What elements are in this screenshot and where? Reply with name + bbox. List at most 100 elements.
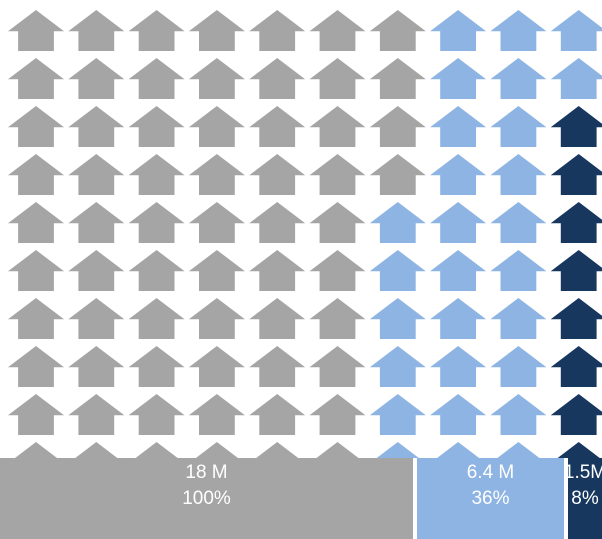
segment-all: 18 M 100% bbox=[0, 458, 413, 539]
house-icon-all bbox=[309, 106, 366, 147]
house-icon-mid bbox=[430, 58, 487, 99]
house-icon-all bbox=[188, 106, 245, 147]
house-icon-mid bbox=[369, 298, 426, 339]
house-icon-all bbox=[249, 202, 306, 243]
house-icon-mid bbox=[437, 442, 480, 458]
house-icon-all bbox=[8, 394, 64, 435]
house-icon-mid bbox=[490, 10, 547, 51]
house-icon-mid bbox=[430, 346, 487, 387]
house-icon-all bbox=[128, 154, 185, 195]
house-icon-all bbox=[8, 106, 64, 147]
house-icon-mid bbox=[490, 154, 547, 195]
house-icon-all bbox=[309, 298, 366, 339]
house-icon-all bbox=[188, 298, 245, 339]
house-icon-all bbox=[8, 154, 64, 195]
house-icon-all bbox=[249, 58, 306, 99]
house-icon-all bbox=[8, 10, 64, 51]
house-icon-mid bbox=[376, 442, 419, 458]
house-icon-small bbox=[550, 202, 602, 243]
summary-bar: 18 M 100% 6.4 M 36% 1.5M 8% bbox=[0, 458, 602, 539]
house-icon-all bbox=[309, 346, 366, 387]
house-icon-all bbox=[309, 202, 366, 243]
house-icon-mid bbox=[490, 298, 547, 339]
house-icon-all bbox=[68, 10, 125, 51]
house-icon-all bbox=[249, 346, 306, 387]
house-icon-all bbox=[135, 442, 178, 458]
house-icon-mid bbox=[430, 106, 487, 147]
house-icon-mid bbox=[490, 346, 547, 387]
house-icon-all bbox=[249, 10, 306, 51]
house-icon-all bbox=[128, 250, 185, 291]
house-icon-mid bbox=[490, 58, 547, 99]
house-icon-mid bbox=[369, 250, 426, 291]
house-icon-all bbox=[188, 202, 245, 243]
house-icon-small bbox=[557, 442, 600, 458]
house-icon-all bbox=[128, 394, 185, 435]
segment-small-percent: 8% bbox=[571, 488, 599, 509]
house-icon-all bbox=[249, 298, 306, 339]
house-icon-all bbox=[309, 10, 366, 51]
house-icon-all bbox=[188, 10, 245, 51]
house-icon-mid bbox=[369, 394, 426, 435]
segment-mid: 6.4 M 36% bbox=[417, 458, 564, 539]
house-icon-mid bbox=[430, 202, 487, 243]
house-icon-mid bbox=[430, 154, 487, 195]
house-icon-all bbox=[188, 154, 245, 195]
house-icon-mid bbox=[490, 106, 547, 147]
house-icon-mid bbox=[490, 394, 547, 435]
house-icon-all bbox=[8, 58, 64, 99]
house-icon-all bbox=[8, 298, 64, 339]
house-icon-all bbox=[188, 346, 245, 387]
segment-small-value: 1.5M bbox=[568, 462, 602, 483]
house-icon-all bbox=[128, 298, 185, 339]
house-icon-all bbox=[68, 58, 125, 99]
house-icon-all bbox=[68, 394, 125, 435]
house-icon-mid bbox=[430, 10, 487, 51]
house-icon-all bbox=[128, 58, 185, 99]
house-icon-all bbox=[68, 106, 125, 147]
house-icon-all bbox=[14, 442, 58, 458]
house-icon-all bbox=[188, 250, 245, 291]
house-icon-mid bbox=[430, 298, 487, 339]
house-icon-grid bbox=[8, 10, 602, 458]
house-icon-small bbox=[550, 298, 602, 339]
house-icon-mid bbox=[490, 250, 547, 291]
house-icon-all bbox=[316, 442, 359, 458]
house-icon-mid bbox=[550, 58, 602, 99]
house-icon-all bbox=[68, 250, 125, 291]
house-icon-all bbox=[369, 10, 426, 51]
house-icon-all bbox=[8, 250, 64, 291]
house-icon-mid bbox=[369, 202, 426, 243]
house-icon-all bbox=[309, 250, 366, 291]
house-icon-mid bbox=[497, 442, 540, 458]
house-icon-mid bbox=[550, 10, 602, 51]
house-icon-all bbox=[369, 106, 426, 147]
house-icon-all bbox=[188, 394, 245, 435]
segment-mid-value: 6.4 M bbox=[466, 462, 515, 483]
house-icon-all bbox=[68, 202, 125, 243]
house-icon-all bbox=[369, 154, 426, 195]
house-icon-all bbox=[195, 442, 238, 458]
segment-small: 1.5M 8% bbox=[568, 458, 602, 539]
house-icon-all bbox=[188, 58, 245, 99]
segment-mid-percent: 36% bbox=[471, 488, 510, 509]
house-icon-small bbox=[550, 106, 602, 147]
house-icon-all bbox=[128, 202, 185, 243]
segment-all-value: 18 M bbox=[185, 462, 228, 483]
house-icon-all bbox=[128, 106, 185, 147]
house-icon-mid bbox=[430, 250, 487, 291]
house-icon-mid bbox=[430, 394, 487, 435]
house-icon-all bbox=[309, 394, 366, 435]
house-icon-all bbox=[309, 154, 366, 195]
house-icon-all bbox=[75, 442, 118, 458]
house-icon-all bbox=[249, 250, 306, 291]
house-icon-all bbox=[309, 58, 366, 99]
house-icon-all bbox=[256, 442, 299, 458]
house-icon-all bbox=[68, 298, 125, 339]
house-icon-mid bbox=[490, 202, 547, 243]
segment-all-percent: 100% bbox=[182, 488, 231, 509]
house-icon-all bbox=[249, 106, 306, 147]
house-icon-all bbox=[68, 346, 125, 387]
house-icon-mid bbox=[369, 346, 426, 387]
